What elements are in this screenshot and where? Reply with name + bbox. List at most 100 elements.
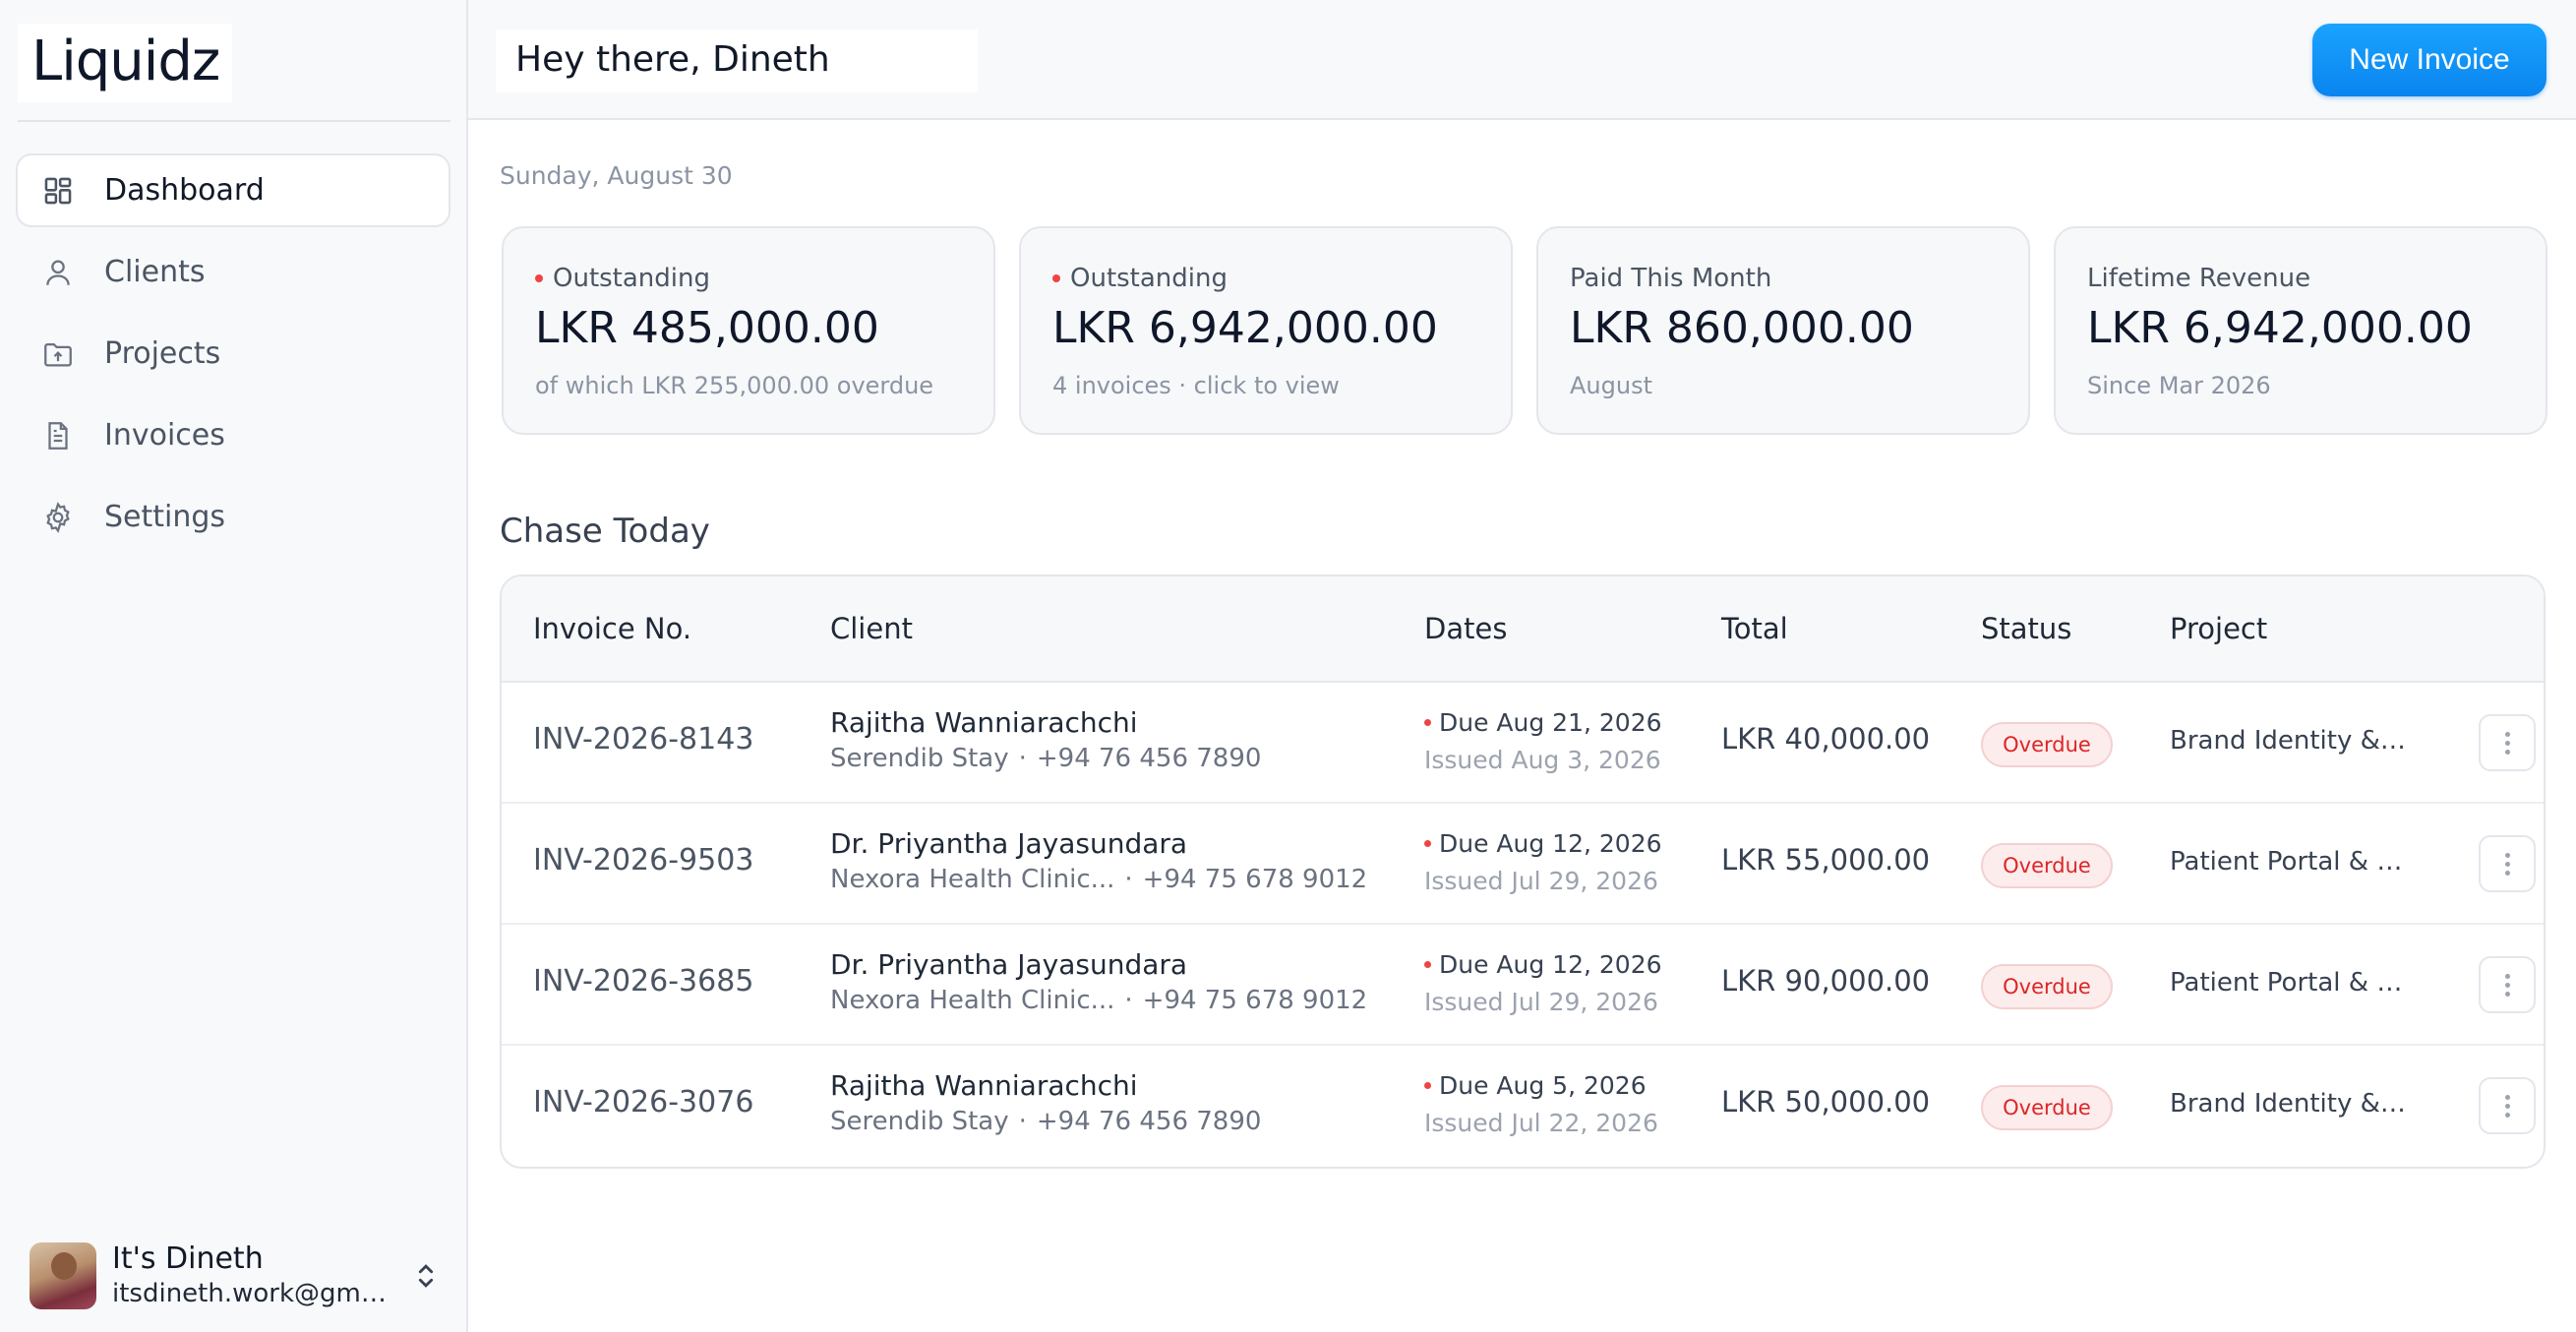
table-row[interactable]: INV-2026-3685 Dr. Priyantha Jayasundara …	[502, 925, 2544, 1046]
client-company: Serendib Stay	[830, 744, 1009, 773]
column-header-invoice[interactable]: Invoice No.	[533, 612, 692, 645]
table-row[interactable]: INV-2026-8143 Rajitha Wanniarachchi Sere…	[502, 683, 2544, 804]
issued-date: Issued Jul 22, 2026	[1424, 1109, 1658, 1137]
overdue-dot-icon	[1424, 1082, 1431, 1089]
chase-table: Invoice No. Client Dates Total Status Pr…	[500, 575, 2546, 1169]
client-phone: +94 76 456 7890	[1036, 1107, 1262, 1136]
project-name: Brand Identity & B...	[2170, 726, 2406, 756]
card-label: Lifetime Revenue	[2087, 264, 2311, 293]
sidebar-item-label: Settings	[104, 500, 226, 534]
table-row[interactable]: INV-2026-3076 Rajitha Wanniarachchi Sere…	[502, 1046, 2544, 1167]
current-date: Sunday, August 30	[500, 161, 733, 190]
invoice-number[interactable]: INV-2026-3685	[533, 964, 754, 999]
sidebar-divider	[18, 120, 450, 122]
sidebar-item-settings[interactable]: Settings	[16, 480, 450, 554]
column-header-client[interactable]: Client	[830, 612, 913, 645]
client-details: Nexora Health Clinic... · +94 75 678 9012	[830, 865, 1368, 894]
card-subtext: August	[1570, 372, 1652, 399]
alert-dot-icon	[1052, 274, 1060, 282]
sidebar-item-clients[interactable]: Clients	[16, 235, 450, 309]
client-details: Serendib Stay · +94 76 456 7890	[830, 1107, 1262, 1136]
card-label: Paid This Month	[1570, 264, 1772, 293]
card-lifetime-revenue[interactable]: Lifetime Revenue LKR 6,942,000.00 Since …	[2054, 226, 2547, 435]
sidebar-item-projects[interactable]: Projects	[16, 317, 450, 391]
due-date: Due Aug 12, 2026	[1424, 829, 1662, 858]
card-value: LKR 6,942,000.00	[1052, 303, 1438, 353]
sidebar-item-label: Projects	[104, 336, 221, 371]
card-value: LKR 6,942,000.00	[2087, 303, 2473, 353]
overdue-dot-icon	[1424, 719, 1431, 726]
card-outstanding-invoices[interactable]: Outstanding LKR 6,942,000.00 4 invoices …	[1019, 226, 1513, 435]
due-date: Due Aug 5, 2026	[1424, 1071, 1647, 1100]
folder-upload-icon	[41, 337, 75, 371]
card-outstanding[interactable]: Outstanding LKR 485,000.00 of which LKR …	[502, 226, 995, 435]
client-company: Nexora Health Clinic...	[830, 986, 1115, 1015]
issued-date: Issued Jul 29, 2026	[1424, 988, 1658, 1016]
due-date: Due Aug 12, 2026	[1424, 950, 1662, 979]
status-badge: Overdue	[1981, 843, 2113, 888]
client-name: Dr. Priyantha Jayasundara	[830, 827, 1188, 860]
card-subtext: Since Mar 2026	[2087, 372, 2271, 399]
table-row[interactable]: INV-2026-9503 Dr. Priyantha Jayasundara …	[502, 804, 2544, 925]
card-value: LKR 860,000.00	[1570, 303, 1914, 353]
client-details: Serendib Stay · +94 76 456 7890	[830, 744, 1262, 773]
client-name: Dr. Priyantha Jayasundara	[830, 948, 1188, 981]
invoice-total: LKR 40,000.00	[1721, 722, 1931, 756]
client-phone: +94 75 678 9012	[1142, 865, 1368, 894]
project-name: Brand Identity & B...	[2170, 1089, 2406, 1119]
greeting: Hey there, Dineth	[496, 30, 978, 92]
user-menu[interactable]: It's Dineth itsdineth.work@gmai...	[30, 1241, 443, 1310]
client-phone: +94 75 678 9012	[1142, 986, 1368, 1015]
client-phone: +94 76 456 7890	[1036, 744, 1262, 773]
card-label: Outstanding	[1070, 264, 1228, 293]
issued-date: Issued Aug 3, 2026	[1424, 746, 1661, 774]
column-header-total[interactable]: Total	[1721, 612, 1788, 645]
card-value: LKR 485,000.00	[535, 303, 879, 353]
card-label: Outstanding	[553, 264, 710, 293]
sidebar-nav: Dashboard Clients Projects Invoices Sett…	[16, 153, 450, 562]
user-email: itsdineth.work@gmai...	[112, 1279, 388, 1308]
overdue-dot-icon	[1424, 840, 1431, 847]
app-logo[interactable]: Liquidz	[18, 24, 232, 102]
more-options-icon[interactable]	[2479, 835, 2536, 892]
due-date: Due Aug 21, 2026	[1424, 708, 1662, 737]
column-header-status[interactable]: Status	[1981, 612, 2072, 645]
summary-cards: Outstanding LKR 485,000.00 of which LKR …	[502, 226, 2547, 437]
card-subtext: of which LKR 255,000.00 overdue	[535, 372, 934, 399]
client-company: Serendib Stay	[830, 1107, 1009, 1136]
client-name: Rajitha Wanniarachchi	[830, 706, 1138, 739]
gear-icon	[41, 501, 75, 534]
user-name: It's Dineth	[112, 1241, 264, 1276]
new-invoice-button[interactable]: New Invoice	[2312, 24, 2546, 96]
invoice-total: LKR 90,000.00	[1721, 964, 1931, 998]
sidebar: Liquidz Dashboard Clients Projects Invoi…	[0, 0, 468, 1332]
invoice-number[interactable]: INV-2026-8143	[533, 722, 754, 757]
project-name: Patient Portal & C...	[2170, 847, 2406, 877]
sidebar-item-label: Dashboard	[104, 173, 265, 208]
issued-date: Issued Jul 29, 2026	[1424, 867, 1658, 895]
sidebar-item-invoices[interactable]: Invoices	[16, 398, 450, 472]
invoice-number[interactable]: INV-2026-9503	[533, 843, 754, 878]
column-header-dates[interactable]: Dates	[1424, 612, 1508, 645]
sidebar-item-dashboard[interactable]: Dashboard	[16, 153, 450, 227]
section-title: Chase Today	[500, 512, 710, 551]
chevron-up-down-icon[interactable]	[409, 1259, 443, 1293]
overdue-dot-icon	[1424, 961, 1431, 968]
client-name: Rajitha Wanniarachchi	[830, 1069, 1138, 1102]
more-options-icon[interactable]	[2479, 1077, 2536, 1134]
client-details: Nexora Health Clinic... · +94 75 678 9012	[830, 986, 1368, 1015]
sidebar-item-label: Invoices	[104, 418, 225, 453]
avatar	[30, 1242, 96, 1309]
column-header-project[interactable]: Project	[2170, 612, 2268, 645]
alert-dot-icon	[535, 274, 543, 282]
project-name: Patient Portal & C...	[2170, 968, 2406, 998]
more-options-icon[interactable]	[2479, 714, 2536, 771]
dashboard-icon	[41, 174, 75, 208]
status-badge: Overdue	[1981, 1085, 2113, 1130]
more-options-icon[interactable]	[2479, 956, 2536, 1013]
invoice-number[interactable]: INV-2026-3076	[533, 1085, 754, 1120]
sidebar-item-label: Clients	[104, 255, 206, 289]
card-subtext: 4 invoices · click to view	[1052, 372, 1340, 399]
status-badge: Overdue	[1981, 964, 2113, 1009]
card-paid-this-month[interactable]: Paid This Month LKR 860,000.00 August	[1536, 226, 2030, 435]
